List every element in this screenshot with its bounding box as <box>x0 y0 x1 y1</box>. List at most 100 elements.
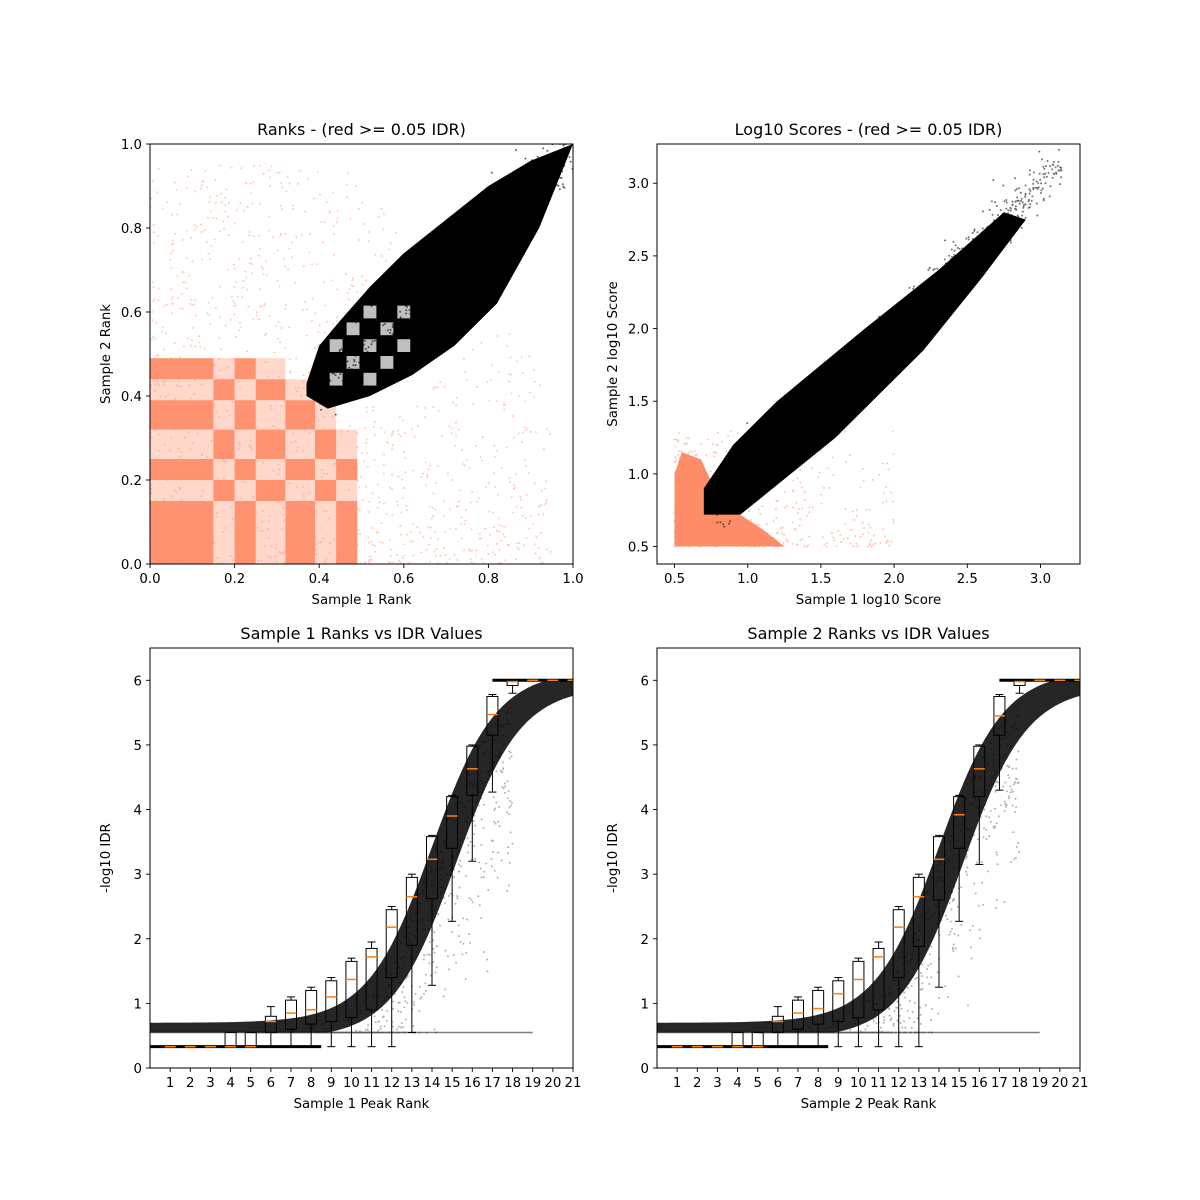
black-point <box>924 294 927 297</box>
black-point <box>524 173 527 176</box>
red-block <box>150 400 214 430</box>
red-point <box>892 453 895 456</box>
red-point <box>695 473 698 476</box>
red-point <box>204 170 207 173</box>
red-point <box>792 506 795 509</box>
red-point <box>401 556 404 559</box>
black-point <box>970 243 973 246</box>
black-point <box>399 310 402 313</box>
red-point <box>306 178 309 181</box>
red-point <box>197 511 200 514</box>
black-point <box>867 344 870 347</box>
red-point <box>383 453 386 456</box>
idr-point <box>482 740 485 743</box>
idr-point <box>295 1031 298 1034</box>
axes-frame <box>149 143 574 565</box>
red-point <box>209 258 212 261</box>
red-point <box>178 486 181 489</box>
black-point <box>436 265 439 268</box>
idr-point <box>795 1031 798 1034</box>
box-11 <box>365 941 378 1048</box>
idr-point <box>349 1031 352 1034</box>
red-point <box>327 517 330 520</box>
red-point <box>171 213 174 216</box>
red-point <box>406 533 409 536</box>
black-point <box>721 523 724 526</box>
idr-point <box>316 1031 319 1034</box>
red-point <box>357 507 360 510</box>
red-point <box>437 538 440 541</box>
red-point <box>508 373 511 376</box>
red-point <box>332 323 335 326</box>
red-point <box>705 482 708 485</box>
idr-point <box>855 1031 858 1034</box>
black-point <box>511 242 514 245</box>
red-point <box>302 309 305 312</box>
black-point <box>543 201 546 204</box>
black-point <box>885 336 888 339</box>
red-point <box>258 202 261 205</box>
idr-point <box>382 1015 385 1018</box>
idr-point <box>293 1031 296 1034</box>
idr-point <box>280 1031 283 1034</box>
red-point <box>350 284 353 287</box>
black-point <box>981 227 984 230</box>
red-point <box>732 530 735 533</box>
idr-point <box>930 945 933 948</box>
red-point <box>382 463 385 466</box>
red-point <box>526 427 529 430</box>
red-point <box>710 532 713 535</box>
red-point <box>549 550 552 553</box>
red-point <box>890 540 893 543</box>
idr-point <box>466 837 469 840</box>
black-point <box>476 204 479 207</box>
idr-point <box>423 954 426 957</box>
chart-title: Sample 1 Ranks vs IDR Values <box>240 624 482 643</box>
idr-point <box>909 958 912 961</box>
black-point <box>322 372 325 375</box>
idr-point <box>784 1031 787 1034</box>
idr-point <box>257 1031 260 1034</box>
idr-point <box>428 940 431 943</box>
idr-point <box>902 962 905 965</box>
red-point <box>693 523 696 526</box>
idr-point <box>1016 734 1019 737</box>
red-point <box>297 503 300 506</box>
black-point <box>367 346 370 349</box>
idr-point <box>882 1021 885 1024</box>
idr-point <box>770 1031 773 1034</box>
red-point <box>196 510 199 513</box>
idr-point <box>299 1031 302 1034</box>
red-point <box>220 436 223 439</box>
black-point <box>1033 171 1036 174</box>
red-point <box>749 545 752 548</box>
red-point <box>252 164 255 167</box>
red-point <box>152 241 155 244</box>
idr-point <box>810 1031 813 1034</box>
idr-point <box>785 1031 788 1034</box>
black-point <box>330 361 333 364</box>
red-point <box>268 176 271 179</box>
red-point <box>493 526 496 529</box>
red-point <box>487 552 490 555</box>
idr-point <box>338 1014 341 1017</box>
red-point <box>155 526 158 529</box>
idr-point <box>296 1031 299 1034</box>
red-point <box>218 440 221 443</box>
idr-point <box>500 724 503 727</box>
red-point <box>401 419 404 422</box>
red-point <box>791 489 794 492</box>
red-point <box>302 560 305 563</box>
idr-point <box>300 1031 303 1034</box>
red-point <box>170 298 173 301</box>
black-point <box>332 402 335 405</box>
red-block <box>255 379 286 401</box>
red-point <box>830 532 833 535</box>
idr-point <box>473 833 476 836</box>
idr-point <box>364 1031 367 1034</box>
black-point <box>556 168 559 171</box>
red-point <box>734 536 737 539</box>
red-point <box>416 405 419 408</box>
red-point <box>229 555 232 558</box>
red-point <box>861 467 864 470</box>
